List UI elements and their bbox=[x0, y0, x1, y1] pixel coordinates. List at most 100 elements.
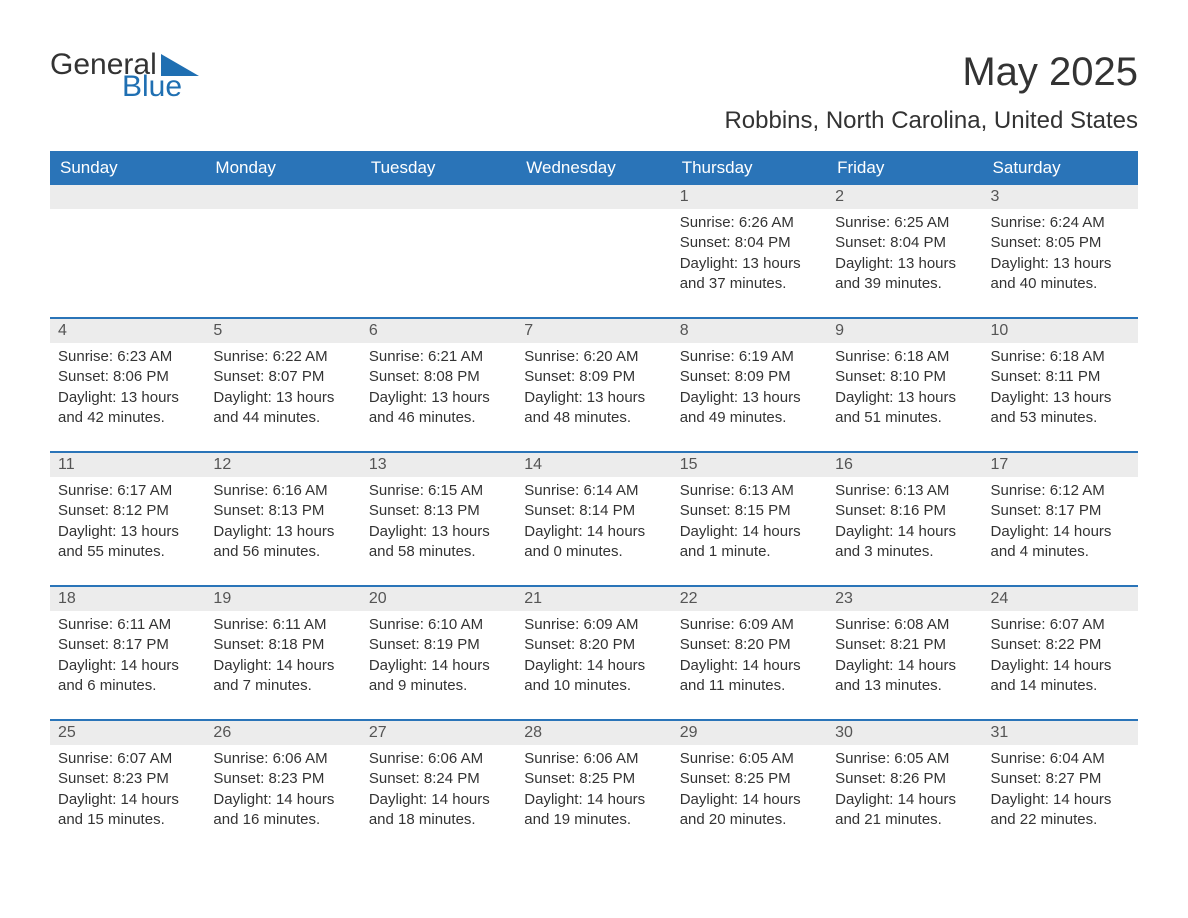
day-number: 12 bbox=[205, 453, 360, 477]
day-body: Sunrise: 6:26 AMSunset: 8:04 PMDaylight:… bbox=[672, 209, 827, 300]
day-number: 14 bbox=[516, 453, 671, 477]
daylight-text: Daylight: 13 hours and 42 minutes. bbox=[58, 388, 197, 429]
day-cell: 24Sunrise: 6:07 AMSunset: 8:22 PMDayligh… bbox=[983, 587, 1138, 719]
day-number: 27 bbox=[361, 721, 516, 745]
day-number: 26 bbox=[205, 721, 360, 745]
sunset-text: Sunset: 8:04 PM bbox=[835, 233, 974, 253]
day-body: Sunrise: 6:08 AMSunset: 8:21 PMDaylight:… bbox=[827, 611, 982, 702]
day-number: 22 bbox=[672, 587, 827, 611]
day-body: Sunrise: 6:25 AMSunset: 8:04 PMDaylight:… bbox=[827, 209, 982, 300]
day-body: Sunrise: 6:09 AMSunset: 8:20 PMDaylight:… bbox=[672, 611, 827, 702]
sunrise-text: Sunrise: 6:21 AM bbox=[369, 347, 508, 367]
week-row: 11Sunrise: 6:17 AMSunset: 8:12 PMDayligh… bbox=[50, 451, 1138, 585]
sunrise-text: Sunrise: 6:11 AM bbox=[213, 615, 352, 635]
sunrise-text: Sunrise: 6:07 AM bbox=[58, 749, 197, 769]
day-body: Sunrise: 6:12 AMSunset: 8:17 PMDaylight:… bbox=[983, 477, 1138, 568]
day-body: Sunrise: 6:20 AMSunset: 8:09 PMDaylight:… bbox=[516, 343, 671, 434]
sunset-text: Sunset: 8:18 PM bbox=[213, 635, 352, 655]
daylight-text: Daylight: 14 hours and 4 minutes. bbox=[991, 522, 1130, 563]
day-cell: 7Sunrise: 6:20 AMSunset: 8:09 PMDaylight… bbox=[516, 319, 671, 451]
sunset-text: Sunset: 8:04 PM bbox=[680, 233, 819, 253]
week-row: 18Sunrise: 6:11 AMSunset: 8:17 PMDayligh… bbox=[50, 585, 1138, 719]
day-cell: 12Sunrise: 6:16 AMSunset: 8:13 PMDayligh… bbox=[205, 453, 360, 585]
day-cell: 13 Sunrise: 6:15 AMSunset: 8:13 PMDayligh… bbox=[361, 453, 516, 585]
sunset-text: Sunset: 8:20 PM bbox=[524, 635, 663, 655]
day-cell: 30Sunrise: 6:05 AMSunset: 8:26 PMDayligh… bbox=[827, 721, 982, 853]
day-cell: 1Sunrise: 6:26 AMSunset: 8:04 PMDaylight… bbox=[672, 185, 827, 317]
sunset-text: Sunset: 8:22 PM bbox=[991, 635, 1130, 655]
day-body: Sunrise: 6:16 AMSunset: 8:13 PMDaylight:… bbox=[205, 477, 360, 568]
sunrise-text: Sunrise: 6:25 AM bbox=[835, 213, 974, 233]
day-cell: 16Sunrise: 6:13 AMSunset: 8:16 PMDayligh… bbox=[827, 453, 982, 585]
daylight-text: Daylight: 13 hours and 53 minutes. bbox=[991, 388, 1130, 429]
daylight-text: Daylight: 14 hours and 19 minutes. bbox=[524, 790, 663, 831]
sunrise-text: Sunrise: 6:06 AM bbox=[524, 749, 663, 769]
daylight-text: Daylight: 14 hours and 20 minutes. bbox=[680, 790, 819, 831]
sunset-text: Sunset: 8:17 PM bbox=[991, 501, 1130, 521]
daylight-text: Daylight: 13 hours and 48 minutes. bbox=[524, 388, 663, 429]
day-number: 25 bbox=[50, 721, 205, 745]
sunrise-text: Sunrise: 6:08 AM bbox=[835, 615, 974, 635]
day-body: Sunrise: 6:11 AMSunset: 8:17 PMDaylight:… bbox=[50, 611, 205, 702]
sunrise-text: Sunrise: 6:06 AM bbox=[369, 749, 508, 769]
day-body: Sunrise: 6:13 AMSunset: 8:15 PMDaylight:… bbox=[672, 477, 827, 568]
daylight-text: Daylight: 14 hours and 1 minute. bbox=[680, 522, 819, 563]
daylight-text: Daylight: 13 hours and 58 minutes. bbox=[369, 522, 508, 563]
daylight-text: Daylight: 13 hours and 46 minutes. bbox=[369, 388, 508, 429]
day-body: Sunrise: 6:07 AMSunset: 8:23 PMDaylight:… bbox=[50, 745, 205, 836]
week-row: 4Sunrise: 6:23 AMSunset: 8:06 PMDaylight… bbox=[50, 317, 1138, 451]
sunset-text: Sunset: 8:12 PM bbox=[58, 501, 197, 521]
day-number: 24 bbox=[983, 587, 1138, 611]
day-number: 13 bbox=[361, 453, 516, 477]
sunset-text: Sunset: 8:26 PM bbox=[835, 769, 974, 789]
day-number: 3 bbox=[983, 185, 1138, 209]
dow-saturday: Saturday bbox=[983, 151, 1138, 185]
sunset-text: Sunset: 8:27 PM bbox=[991, 769, 1130, 789]
title-block: May 2025 Robbins, North Carolina, United… bbox=[724, 50, 1138, 145]
day-number: 30 bbox=[827, 721, 982, 745]
day-body: Sunrise: 6:10 AMSunset: 8:19 PMDaylight:… bbox=[361, 611, 516, 702]
sunrise-text: Sunrise: 6:18 AM bbox=[991, 347, 1130, 367]
day-number: 5 bbox=[205, 319, 360, 343]
daylight-text: Daylight: 14 hours and 22 minutes. bbox=[991, 790, 1130, 831]
day-body: Sunrise: 6:11 AMSunset: 8:18 PMDaylight:… bbox=[205, 611, 360, 702]
day-number bbox=[205, 185, 360, 209]
daylight-text: Daylight: 14 hours and 10 minutes. bbox=[524, 656, 663, 697]
sunset-text: Sunset: 8:23 PM bbox=[213, 769, 352, 789]
sunset-text: Sunset: 8:23 PM bbox=[58, 769, 197, 789]
sunrise-text: Sunrise: 6:13 AM bbox=[680, 481, 819, 501]
day-number: 2 bbox=[827, 185, 982, 209]
day-body: Sunrise: 6:13 AMSunset: 8:16 PMDaylight:… bbox=[827, 477, 982, 568]
sunrise-text: Sunrise: 6:09 AM bbox=[524, 615, 663, 635]
day-cell: 20Sunrise: 6:10 AMSunset: 8:19 PMDayligh… bbox=[361, 587, 516, 719]
week-row: 1Sunrise: 6:26 AMSunset: 8:04 PMDaylight… bbox=[50, 185, 1138, 317]
sunrise-text: Sunrise: 6:15 AM bbox=[369, 481, 508, 501]
sunrise-text: Sunrise: 6:14 AM bbox=[524, 481, 663, 501]
daylight-text: Daylight: 13 hours and 40 minutes. bbox=[991, 254, 1130, 295]
daylight-text: Daylight: 14 hours and 14 minutes. bbox=[991, 656, 1130, 697]
day-cell: 17Sunrise: 6:12 AMSunset: 8:17 PMDayligh… bbox=[983, 453, 1138, 585]
day-number: 17 bbox=[983, 453, 1138, 477]
sunrise-text: Sunrise: 6:04 AM bbox=[991, 749, 1130, 769]
day-number: 10 bbox=[983, 319, 1138, 343]
sunset-text: Sunset: 8:09 PM bbox=[524, 367, 663, 387]
day-number: 18 bbox=[50, 587, 205, 611]
location-subtitle: Robbins, North Carolina, United States bbox=[724, 107, 1138, 135]
day-cell: 3Sunrise: 6:24 AMSunset: 8:05 PMDaylight… bbox=[983, 185, 1138, 317]
sunset-text: Sunset: 8:13 PM bbox=[369, 501, 508, 521]
daylight-text: Daylight: 14 hours and 6 minutes. bbox=[58, 656, 197, 697]
sunset-text: Sunset: 8:13 PM bbox=[213, 501, 352, 521]
day-number: 23 bbox=[827, 587, 982, 611]
dow-wednesday: Wednesday bbox=[516, 151, 671, 185]
sunset-text: Sunset: 8:20 PM bbox=[680, 635, 819, 655]
day-number: 31 bbox=[983, 721, 1138, 745]
sunrise-text: Sunrise: 6:16 AM bbox=[213, 481, 352, 501]
day-body: Sunrise: 6:06 AMSunset: 8:24 PMDaylight:… bbox=[361, 745, 516, 836]
daylight-text: Daylight: 14 hours and 13 minutes. bbox=[835, 656, 974, 697]
daylight-text: Daylight: 13 hours and 56 minutes. bbox=[213, 522, 352, 563]
page-header: General Blue May 2025 Robbins, North Car… bbox=[50, 50, 1138, 145]
day-body: Sunrise: 6:07 AMSunset: 8:22 PMDaylight:… bbox=[983, 611, 1138, 702]
sunrise-text: Sunrise: 6:06 AM bbox=[213, 749, 352, 769]
day-body: Sunrise: 6:19 AMSunset: 8:09 PMDaylight:… bbox=[672, 343, 827, 434]
day-body: Sunrise: 6:06 AMSunset: 8:23 PMDaylight:… bbox=[205, 745, 360, 836]
